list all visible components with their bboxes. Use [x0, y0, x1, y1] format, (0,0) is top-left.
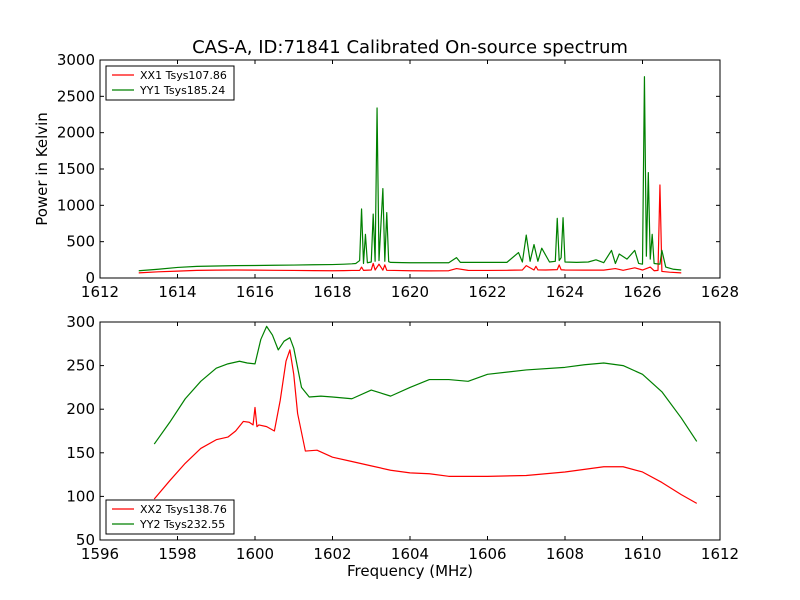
y-tick-label: 300 [66, 313, 95, 331]
legend-label: XX2 Tsys138.76 [140, 503, 227, 516]
top-plot-panel: 1612 1614 1616 1618 1620 1622 1624 1626 1628 0 500… [33, 51, 739, 301]
y-tick-label: 150 [66, 444, 95, 462]
x-tick-label: 1606 [468, 545, 506, 563]
legend: XX1 Tsys107.86 YY1 Tsys185.24 [105, 65, 235, 101]
y-tick-label: 500 [66, 233, 95, 251]
legend: XX2 Tsys138.76 YY2 Tsys232.55 [105, 499, 235, 535]
x-axis-label: Frequency (MHz) [347, 562, 473, 580]
x-tick-label: 1628 [701, 283, 739, 301]
y-tick-label: 1000 [57, 196, 95, 214]
y-tick-label: 250 [66, 357, 95, 375]
x-tick-label: 1614 [158, 283, 196, 301]
legend-box [105, 499, 235, 535]
x-tick-label: 1616 [236, 283, 274, 301]
x-tick-label: 1620 [391, 283, 429, 301]
x-tick-label: 1604 [391, 545, 429, 563]
figure-title: CAS-A, ID:71841 Calibrated On-source spe… [192, 37, 628, 58]
legend-label: YY2 Tsys232.55 [139, 518, 225, 531]
y-tick-label: 0 [85, 269, 95, 287]
x-tick-label: 1610 [623, 545, 661, 563]
y-tick-label: 3000 [57, 51, 95, 69]
x-tick-label: 1622 [468, 283, 506, 301]
x-tick-label: 1612 [81, 283, 119, 301]
x-tick-label: 1612 [701, 545, 739, 563]
legend-label: YY1 Tsys185.24 [139, 84, 225, 97]
y-tick-label: 2500 [57, 87, 95, 105]
series-line-1 [153, 349, 698, 504]
x-tick-label: 1596 [81, 545, 119, 563]
y-tick-label: 1500 [57, 160, 95, 178]
x-tick-label: 1600 [236, 545, 274, 563]
bottom-plot-panel: 1596 1598 1600 1602 1604 1606 1608 1610 1612 50 10… [66, 313, 739, 580]
x-tick-label: 1624 [546, 283, 584, 301]
y-tick-label: 200 [66, 400, 95, 418]
x-tick-label: 1618 [313, 283, 351, 301]
y-tick-label: 2000 [57, 124, 95, 142]
x-tick-label: 1598 [158, 545, 196, 563]
legend-box [105, 65, 235, 101]
series-line-1 [138, 184, 682, 274]
x-tick-label: 1602 [313, 545, 351, 563]
series-line-2 [153, 325, 698, 445]
y-axis-label: Power in Kelvin [33, 112, 51, 226]
legend-label: XX1 Tsys107.86 [140, 69, 227, 82]
x-tick-label: 1608 [546, 545, 584, 563]
y-tick-label: 50 [76, 531, 95, 549]
y-tick-label: 100 [66, 487, 95, 505]
series-line-2 [138, 76, 682, 272]
x-tick-label: 1626 [623, 283, 661, 301]
